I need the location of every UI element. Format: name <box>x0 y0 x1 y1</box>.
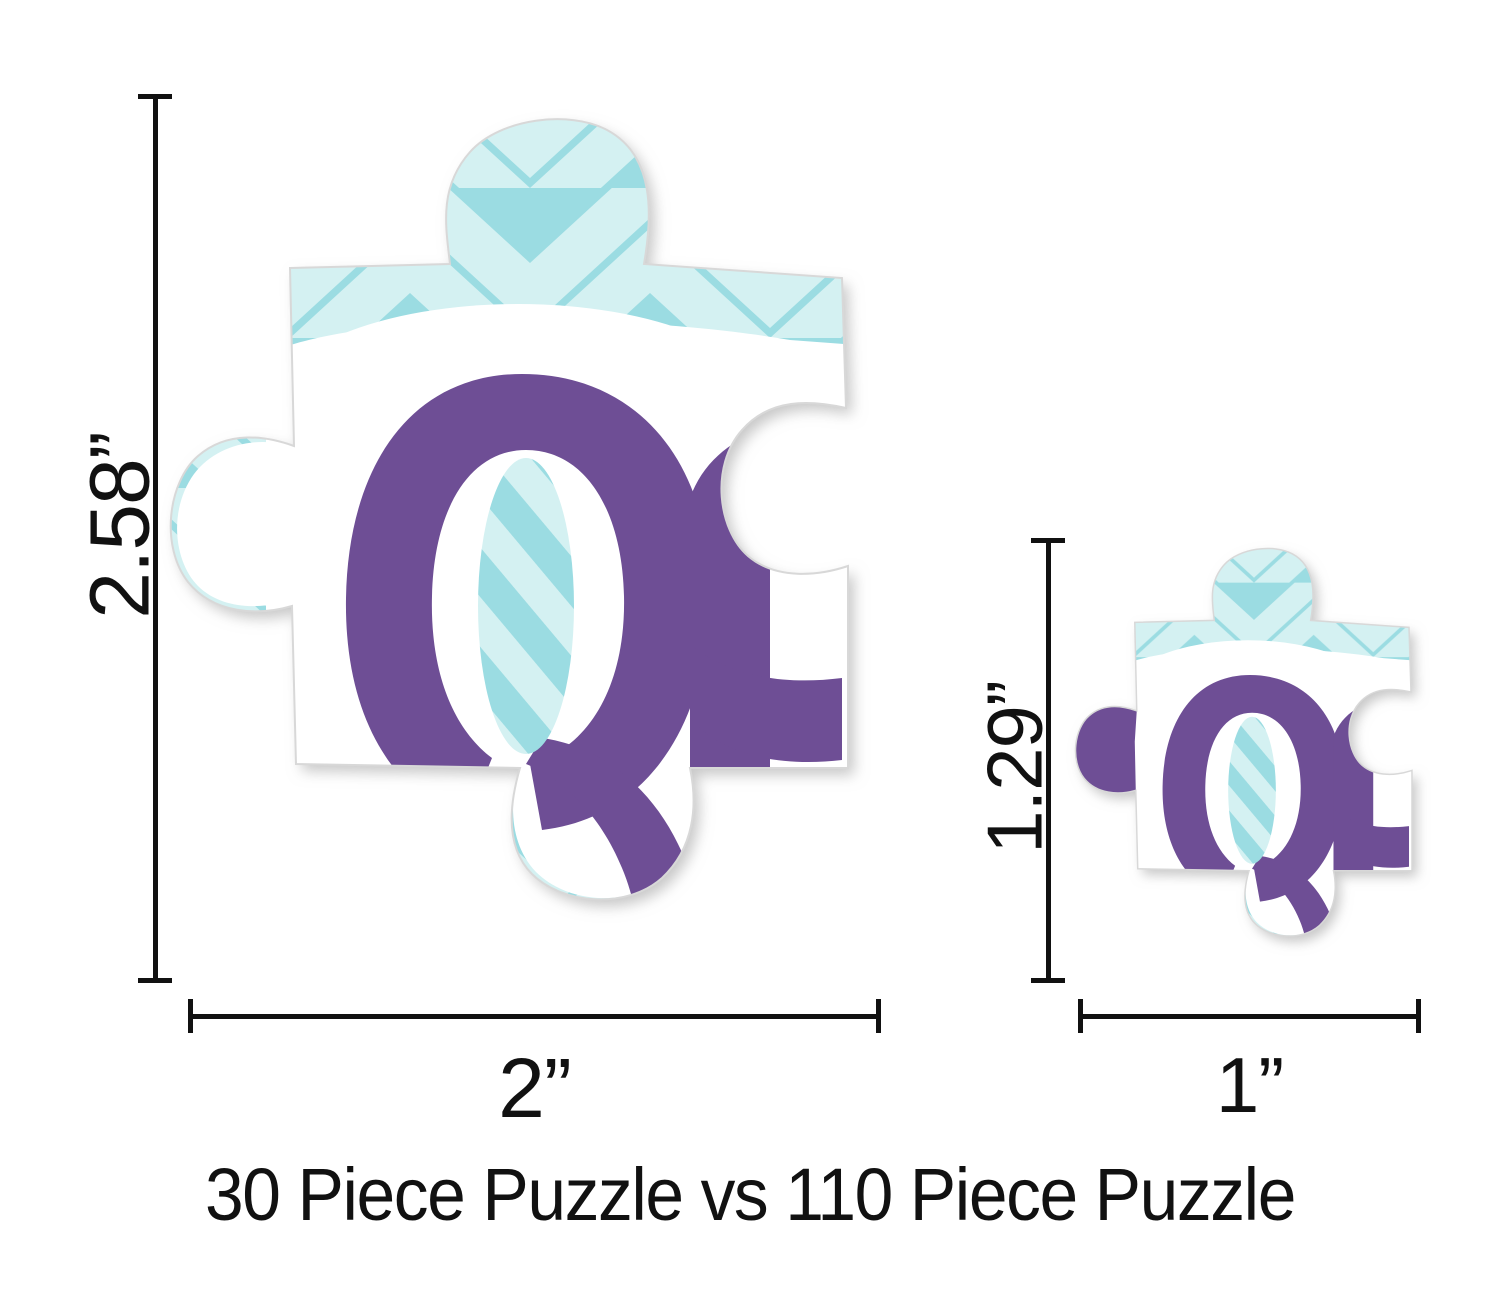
small-piece-graphic <box>1074 547 1413 937</box>
small-width-line <box>1078 1014 1421 1019</box>
large-puzzle-piece <box>169 78 890 1008</box>
small-puzzle-piece <box>1068 528 1440 990</box>
small-height-line <box>1046 538 1051 983</box>
small-piece-striped-counter <box>1228 716 1276 864</box>
large-width-label: 2” <box>498 1041 572 1135</box>
large-width-right-cap <box>876 999 881 1033</box>
small-height-bottom-cap <box>1031 978 1065 983</box>
large-height-bottom-cap <box>138 978 172 983</box>
small-height-label: 1.29” <box>970 681 1059 854</box>
large-width-line <box>188 1014 881 1019</box>
small-piece-purple-letters <box>1075 675 1409 937</box>
small-width-label: 1” <box>1215 1041 1284 1129</box>
large-piece-striped-counter <box>478 458 574 754</box>
large-piece-graphic <box>169 118 849 901</box>
large-height-line <box>153 94 158 983</box>
large-height-label: 2.58” <box>72 432 167 619</box>
small-width-right-cap <box>1416 999 1421 1033</box>
comparison-caption: 30 Piece Puzzle vs 110 Piece Puzzle <box>204 1153 1296 1236</box>
